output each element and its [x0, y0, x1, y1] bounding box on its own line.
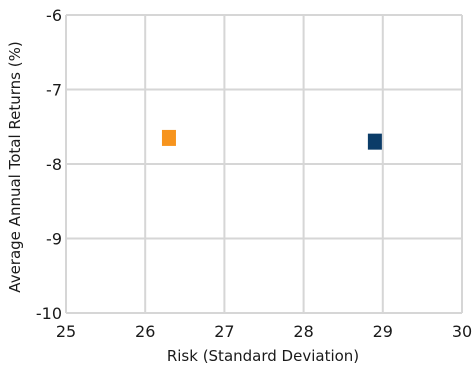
y-tick-label: -8 — [46, 155, 62, 174]
x-axis-label: Risk (Standard Deviation) — [167, 347, 359, 365]
x-tick-labels: 25 26 27 28 29 30 — [56, 322, 472, 341]
x-tick-label: 29 — [373, 322, 393, 341]
y-tick-label: -10 — [36, 304, 62, 323]
x-tick-label: 26 — [135, 322, 155, 341]
x-tick-label: 25 — [56, 322, 76, 341]
grid — [65, 14, 463, 314]
y-axis-label: Average Annual Total Returns (%) — [6, 41, 24, 292]
y-tick-labels: -6 -7 -8 -9 -10 — [36, 6, 62, 323]
y-tick-label: -9 — [46, 230, 62, 249]
x-tick-label: 27 — [214, 322, 234, 341]
data-points — [161, 129, 382, 150]
y-tick-label: -7 — [46, 81, 62, 100]
y-tick-label: -6 — [46, 6, 62, 25]
data-point — [367, 133, 382, 150]
data-point — [161, 129, 176, 146]
x-tick-label: 28 — [293, 322, 313, 341]
x-tick-label: 30 — [452, 322, 472, 341]
